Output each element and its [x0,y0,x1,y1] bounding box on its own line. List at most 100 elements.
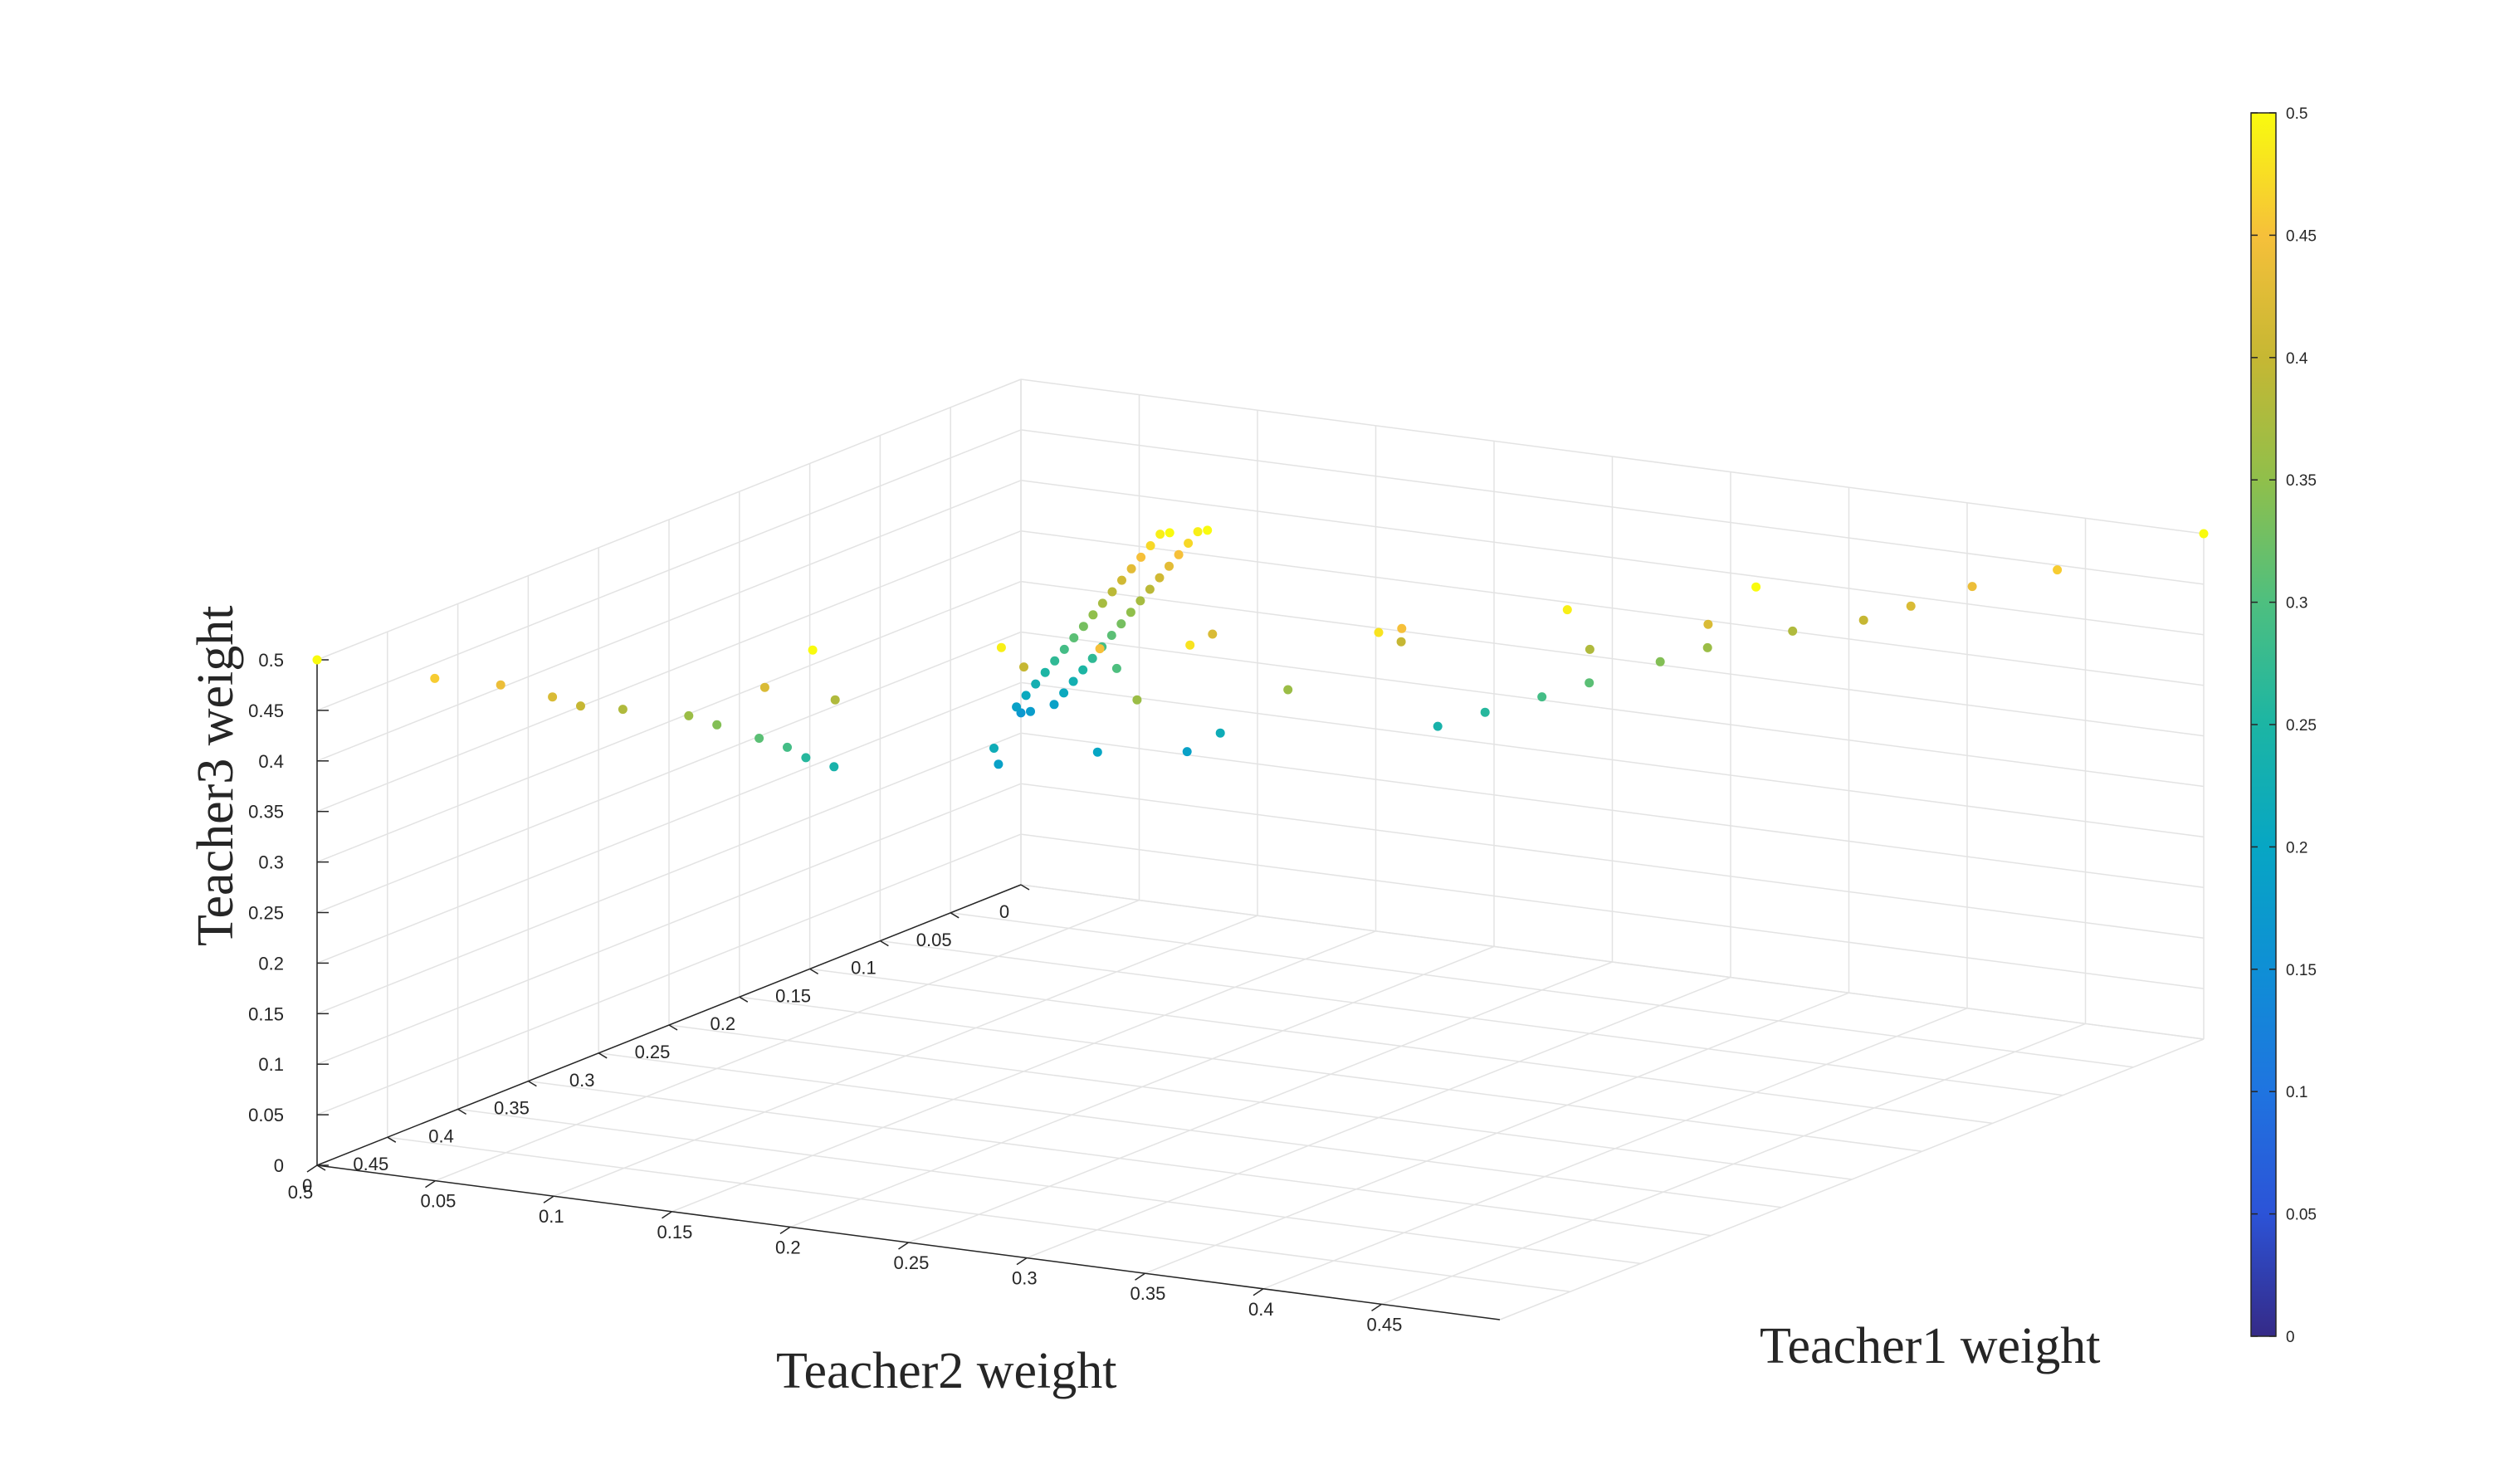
data-point [1095,644,1105,654]
z-tick-label: 0.25 [248,903,284,924]
y-tick-mark [598,1052,608,1059]
colorbar-tick-label: 0.35 [2286,472,2317,490]
colorbar-tick-label: 0.05 [2286,1207,2317,1224]
data-point [1031,679,1041,689]
colorbar-tick-label: 0.15 [2286,962,2317,979]
data-point [1111,663,1121,673]
data-point [1107,587,1117,597]
x-tick-label: 0.3 [1012,1268,1038,1289]
y-tick-label: 0.45 [353,1154,388,1174]
y-tick-label: 0.2 [711,1013,736,1034]
data-point [1396,637,1406,647]
data-point [1078,622,1088,632]
data-point [1480,707,1490,717]
y-tick-mark [528,1080,537,1087]
floor-grid-line [1262,1008,1968,1290]
y-tick-label: 0.15 [775,985,811,1006]
data-point [1097,598,1107,608]
data-point [1126,608,1135,618]
colorbar-tick-label: 0.4 [2286,350,2308,368]
x-tick-mark [1016,1257,1028,1266]
data-point [1967,582,1977,592]
x-tick-mark [425,1179,436,1189]
z-tick-label: 0.45 [248,701,284,721]
colorbar-tick-label: 0.45 [2286,227,2317,245]
data-point [1135,596,1145,606]
data-point [1185,640,1195,650]
data-point [1136,552,1146,562]
data-point [1283,685,1293,695]
x-tick-label: 0.15 [657,1222,693,1242]
data-point [1155,573,1165,583]
y-tick-mark [387,1136,397,1143]
y-tick-mark [1020,884,1030,891]
y-tick-label: 0.05 [916,930,952,950]
x-tick-label: 0.35 [1130,1283,1166,1304]
data-point [783,742,792,752]
y-tick-label: 0.35 [494,1098,530,1119]
data-point [1165,528,1174,538]
data-point [1174,549,1184,559]
data-point [1145,584,1155,594]
y-tick-label: 0.3 [569,1070,595,1091]
y-tick-mark [316,1164,326,1171]
floor-grid-line [1026,976,1731,1259]
data-point [1106,631,1116,640]
data-point [1092,747,1102,757]
x-tick-label: 0.1 [539,1206,564,1227]
data-point [1751,582,1761,592]
data-point [1433,721,1443,731]
data-point [1026,706,1035,716]
wall-y-grid-line [316,530,1022,813]
data-point [801,753,811,763]
wall-x-grid-line [1020,631,2205,788]
data-point [829,762,839,772]
data-point [1040,667,1050,677]
data-point [1088,610,1098,620]
z-tick-label: 0.4 [258,751,284,772]
x-tick-mark [1253,1288,1264,1296]
data-point [430,673,440,683]
data-point [1145,541,1155,550]
data-point [1562,605,1572,615]
data-point [1858,615,1868,625]
y-tick-mark [739,996,749,1003]
colorbar-tick-label: 0.5 [2286,105,2307,123]
x-tick-mark [1371,1303,1382,1312]
data-point [1906,601,1916,611]
y-tick-label: 0.25 [635,1042,671,1062]
data-point [1050,656,1060,666]
data-point [1019,662,1028,672]
data-point [1068,676,1078,686]
data-point [1703,619,1713,629]
wall-x-grid-line [1020,429,2205,585]
data-point [312,655,322,665]
y-tick-mark [950,912,960,919]
x-tick-mark [662,1211,672,1219]
wall-x-grid-line [1020,378,2205,535]
data-point [1059,644,1069,654]
data-point [1117,575,1126,585]
y-tick-mark [880,940,889,947]
data-point [1078,665,1088,675]
z-tick-label: 0.2 [258,953,284,974]
y-tick-mark [457,1108,466,1115]
floor-grid-line [528,1080,1712,1237]
x-tick-label: 0.05 [421,1191,457,1212]
z-tick-label: 0.1 [258,1054,284,1075]
colorbar-tick-label: 0 [2286,1329,2295,1346]
wall-y-grid-line [316,580,1022,863]
data-point [1374,627,1384,637]
data-point [1012,702,1022,712]
data-point [618,705,628,715]
data-point [1155,530,1165,539]
data-point [1116,619,1126,629]
data-point [994,759,1004,769]
wall-y-grid-line [316,378,1022,661]
data-points [312,525,2209,772]
data-point [2053,565,2063,575]
colorbar: 0 0.05 0.1 0.15 0.2 0.25 0.3 0.35 0.4 0.45 0.5 [2250,105,2317,1346]
colorbar-tick-label: 0.1 [2286,1084,2307,1101]
z-tick-label: 0.5 [258,650,284,671]
